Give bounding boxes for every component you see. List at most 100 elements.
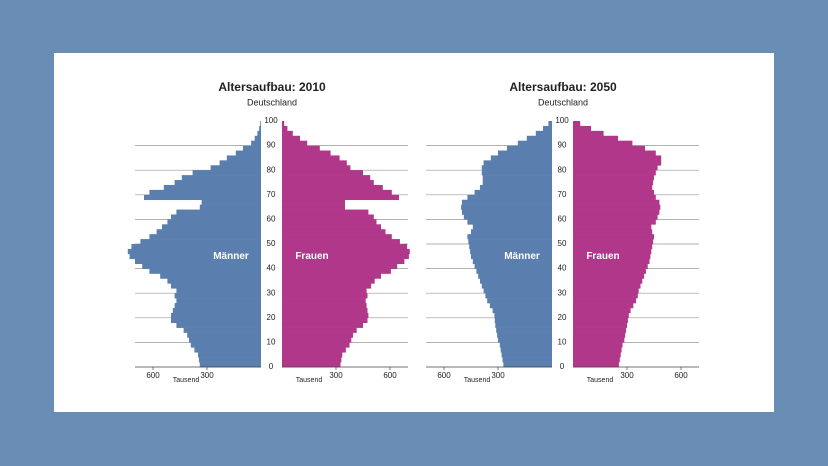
bar [282, 327, 357, 333]
bar [573, 175, 654, 181]
series-label: Männer [213, 251, 249, 262]
bar [573, 214, 658, 220]
bar [282, 253, 409, 260]
bar [490, 155, 552, 161]
x-axis-label: Tausend [173, 377, 200, 384]
bar [487, 298, 552, 304]
bar [573, 278, 643, 284]
bar [485, 293, 552, 299]
bar [142, 263, 261, 269]
bar [573, 332, 626, 338]
bar [282, 165, 351, 171]
y-tick-label: 30 [558, 288, 567, 297]
bar [573, 327, 627, 333]
bar [573, 273, 645, 279]
bar [282, 307, 368, 314]
bar [259, 125, 261, 132]
y-tick-label: 50 [558, 239, 567, 248]
bar [497, 332, 552, 338]
x-tick-label: 300 [491, 371, 505, 380]
bar [199, 362, 261, 368]
y-tick-label: 20 [558, 313, 567, 322]
bar [494, 312, 552, 319]
bar [573, 337, 625, 343]
bar [471, 253, 552, 260]
bar [172, 307, 261, 314]
y-tick-label: 20 [267, 313, 276, 322]
bar [282, 224, 381, 230]
bar [502, 357, 552, 363]
bar [573, 209, 660, 215]
bar [573, 263, 648, 269]
bar [500, 347, 552, 353]
bar [573, 204, 661, 210]
x-tick-label: 300 [329, 371, 343, 380]
bar [573, 189, 654, 196]
bar [526, 135, 552, 141]
bar [171, 283, 261, 289]
y-tick-label: 60 [558, 215, 567, 224]
x-axis-label: Tausend [464, 377, 491, 384]
bar [282, 244, 408, 250]
bar [494, 317, 552, 324]
y-tick-label: 100 [555, 116, 569, 125]
bar [282, 332, 354, 338]
bar [282, 248, 410, 255]
bar [140, 239, 261, 245]
bar [171, 312, 261, 319]
bar [254, 135, 261, 141]
bar [548, 121, 552, 127]
bar [282, 145, 320, 151]
bar [472, 224, 552, 230]
bar [282, 209, 369, 215]
bar [573, 145, 645, 151]
bar [573, 283, 641, 289]
bar [482, 175, 552, 181]
bar [210, 165, 261, 171]
bar [498, 337, 552, 343]
bar [543, 125, 552, 132]
y-tick-label: 60 [267, 215, 276, 224]
y-tick-label: 80 [558, 165, 567, 174]
bar [282, 234, 392, 240]
bar [461, 204, 552, 210]
bar [480, 184, 552, 191]
bar [174, 293, 261, 299]
y-tick-label: 40 [267, 264, 276, 273]
bar [483, 288, 552, 294]
y-tick-label: 90 [558, 141, 567, 150]
bar [282, 352, 343, 358]
y-tick-label: 0 [560, 362, 565, 371]
bar [282, 322, 363, 328]
chart-subtitle: Deutschland [538, 97, 588, 107]
y-tick-label: 10 [267, 338, 276, 347]
bar [480, 278, 552, 284]
bar [190, 342, 261, 348]
bar [573, 140, 633, 146]
bar [282, 239, 400, 245]
bar [573, 229, 653, 235]
bar [573, 288, 639, 294]
bar [467, 234, 552, 240]
bar [481, 165, 552, 171]
series-label: Frauen [295, 251, 328, 262]
y-tick-label: 10 [558, 338, 567, 347]
bar [282, 273, 381, 279]
bar [282, 347, 346, 353]
bar [149, 268, 261, 274]
y-tick-label: 0 [269, 362, 274, 371]
bar [573, 293, 638, 299]
bar [573, 362, 619, 368]
bar [471, 229, 552, 235]
bar [282, 121, 285, 127]
bar [496, 327, 552, 333]
bar [573, 150, 656, 156]
x-tick-label: 300 [620, 371, 634, 380]
bar [573, 253, 651, 260]
x-tick-label: 600 [437, 371, 451, 380]
bar [282, 263, 398, 269]
y-tick-label: 100 [264, 116, 278, 125]
bar [282, 342, 350, 348]
bar [573, 180, 654, 186]
